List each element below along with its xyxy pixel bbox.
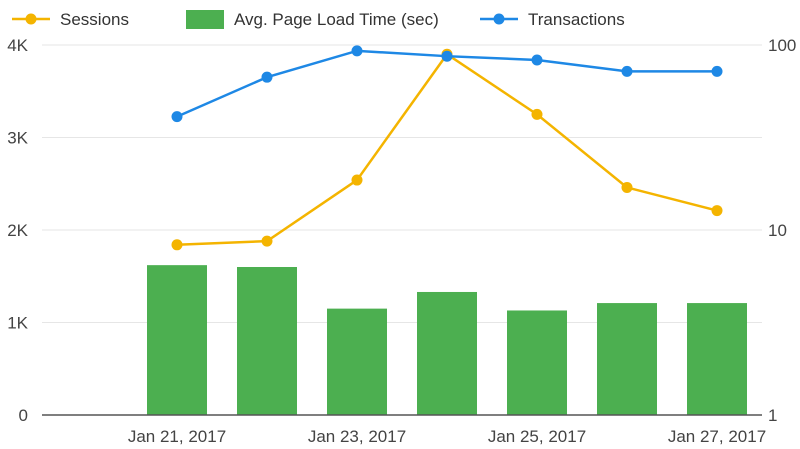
left-axis-tick-label: 0 <box>19 406 28 425</box>
bar[interactable] <box>327 308 387 415</box>
data-point[interactable] <box>621 181 633 193</box>
data-point[interactable] <box>351 45 363 57</box>
legend-bar-swatch <box>186 10 224 29</box>
x-axis-tick-label: Jan 23, 2017 <box>308 427 406 446</box>
x-axis-tick-label: Jan 27, 2017 <box>668 427 766 446</box>
data-point[interactable] <box>171 239 183 251</box>
data-point[interactable] <box>441 50 453 62</box>
series-line <box>176 52 718 247</box>
legend-label[interactable]: Transactions <box>528 10 625 29</box>
legend-label[interactable]: Avg. Page Load Time (sec) <box>234 10 439 29</box>
legend-marker <box>493 13 505 25</box>
right-axis-tick-label: 100 <box>768 36 796 55</box>
bar[interactable] <box>147 265 207 415</box>
data-point[interactable] <box>351 174 363 186</box>
bar[interactable] <box>597 303 657 415</box>
data-point[interactable] <box>711 205 723 217</box>
left-axis-tick-label: 4K <box>7 36 28 55</box>
data-point[interactable] <box>711 65 723 77</box>
legend-marker <box>25 13 37 25</box>
bar[interactable] <box>417 291 477 415</box>
bar[interactable] <box>237 267 297 415</box>
data-point[interactable] <box>171 111 183 123</box>
data-point[interactable] <box>261 71 273 83</box>
data-point[interactable] <box>621 65 633 77</box>
left-axis-tick-label: 2K <box>7 221 28 240</box>
right-axis-tick-label: 10 <box>768 221 787 240</box>
left-axis-tick-label: 3K <box>7 129 28 148</box>
bar[interactable] <box>507 310 567 415</box>
right-axis-tick-label: 1 <box>768 406 777 425</box>
legend-label[interactable]: Sessions <box>60 10 129 29</box>
bar[interactable] <box>687 303 747 415</box>
x-axis-tick-label: Jan 25, 2017 <box>488 427 586 446</box>
x-axis-tick-label: Jan 21, 2017 <box>128 427 226 446</box>
data-point[interactable] <box>531 54 543 66</box>
left-axis-tick-label: 1K <box>7 314 28 333</box>
data-point[interactable] <box>261 235 273 247</box>
data-point[interactable] <box>531 108 543 120</box>
